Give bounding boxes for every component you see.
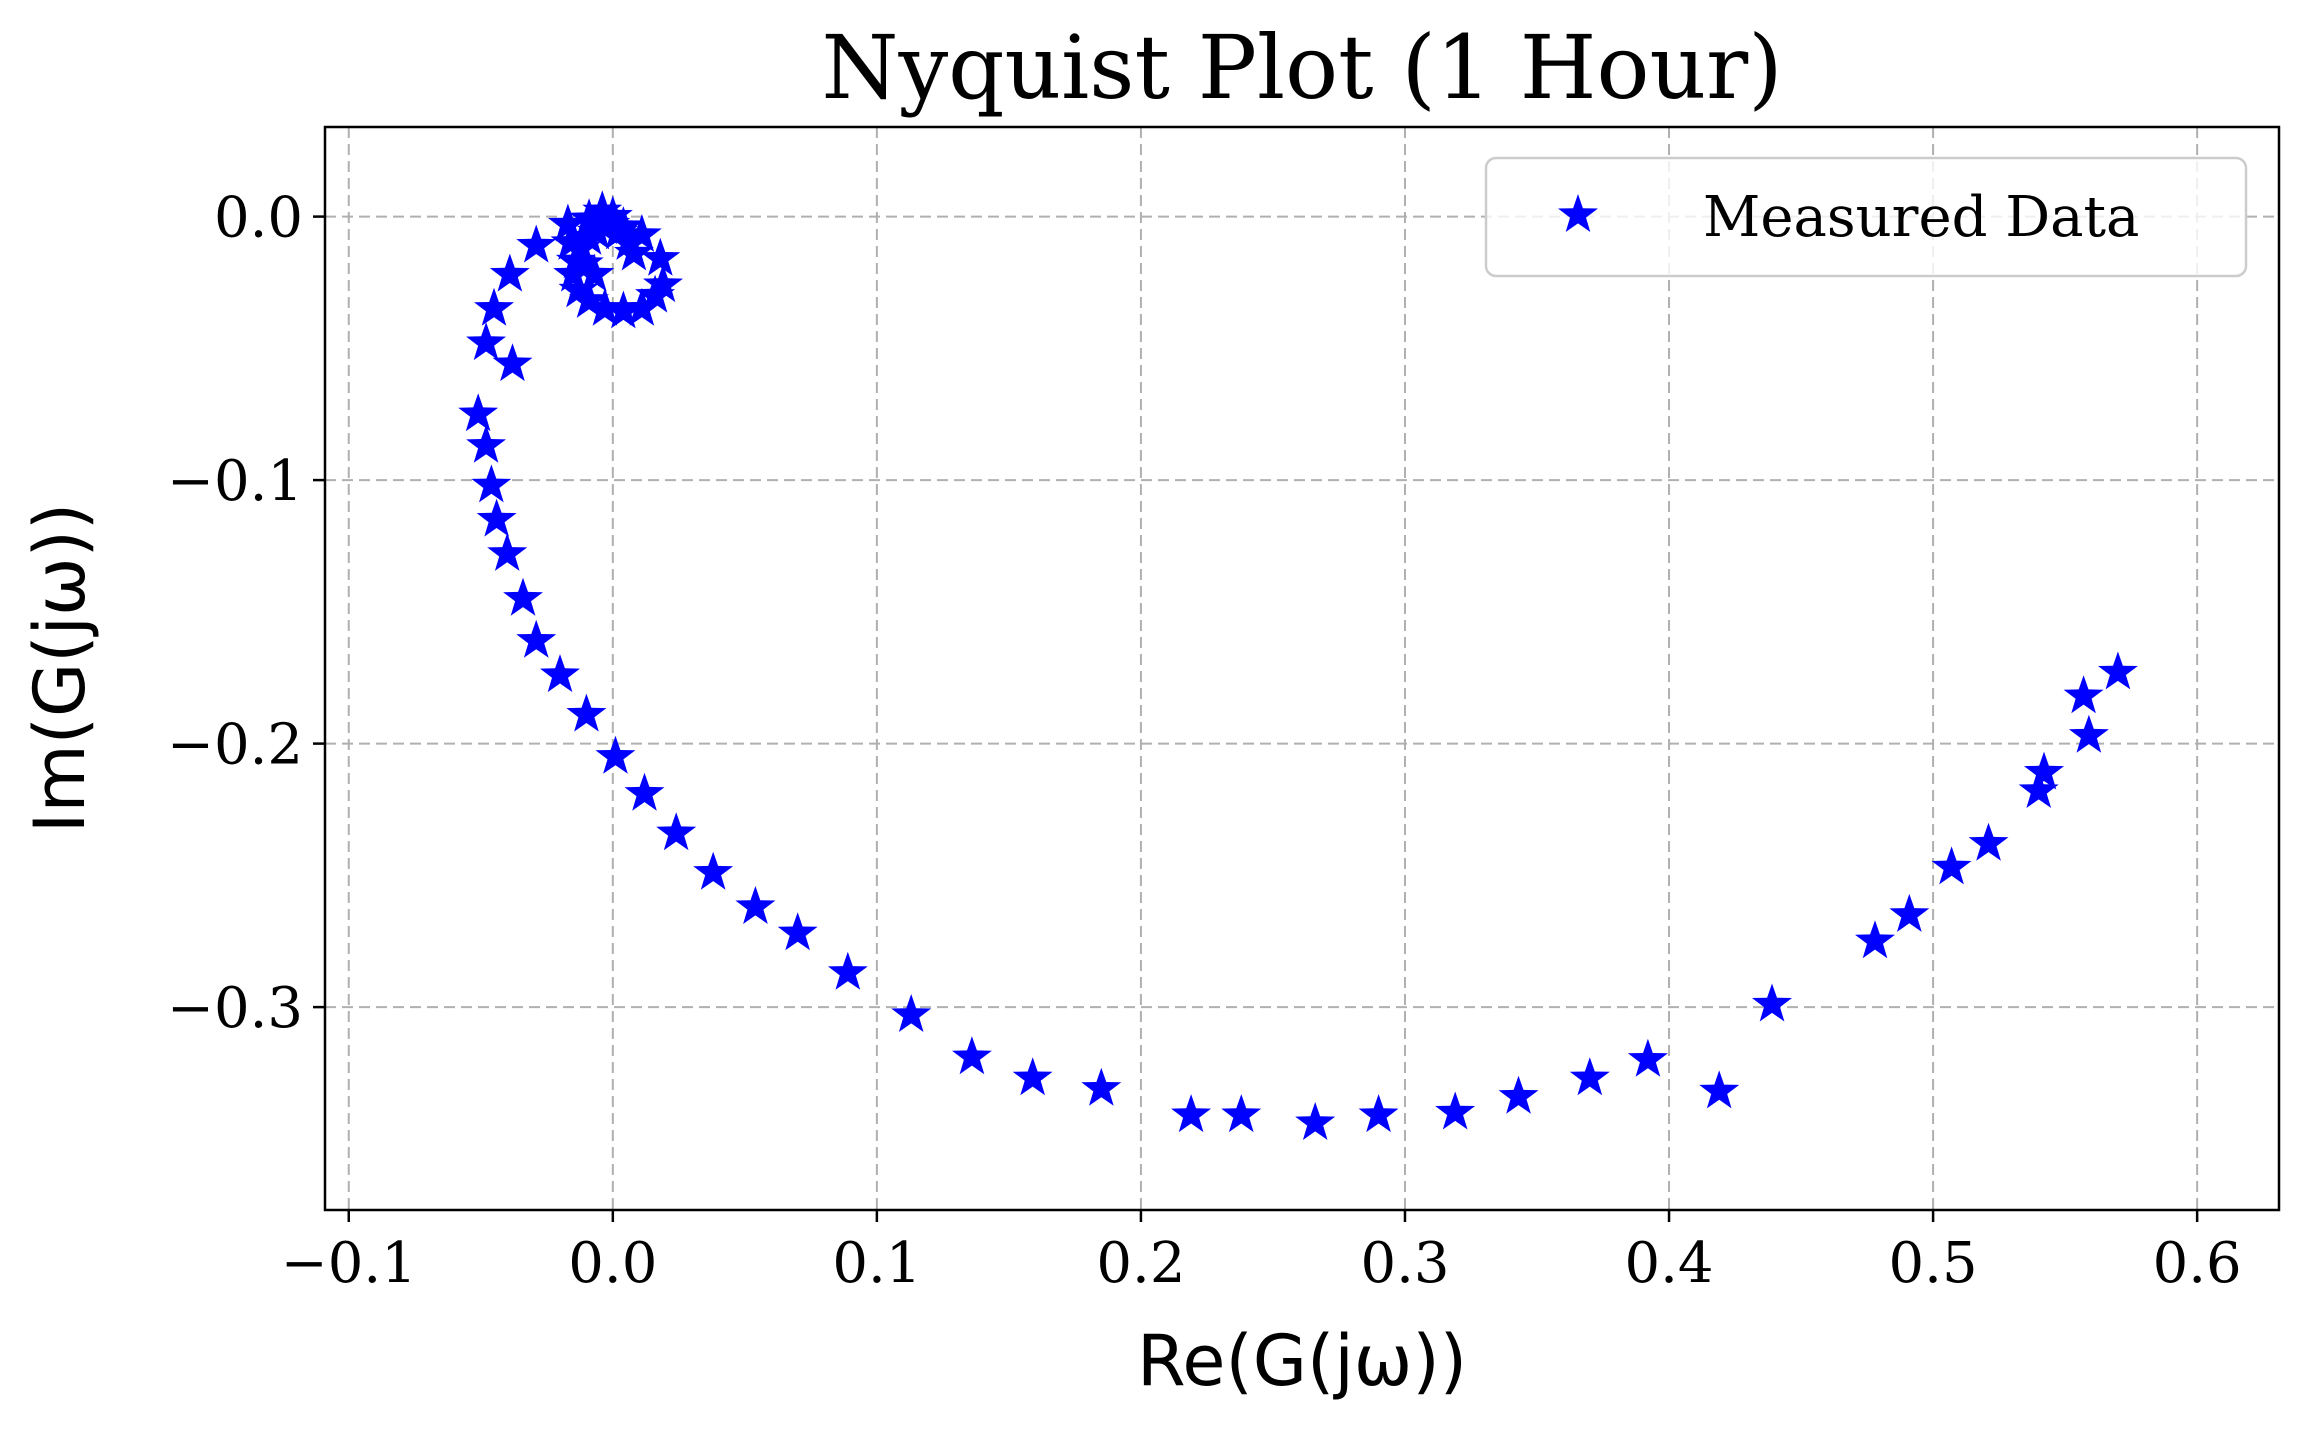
data-point-star	[598, 211, 639, 250]
data-point-star	[574, 253, 615, 292]
data-point-star	[563, 243, 604, 281]
data-point-star	[569, 279, 609, 318]
data-point-star	[735, 886, 776, 924]
data-point-star	[582, 190, 623, 229]
data-point-star	[827, 951, 868, 990]
data-point-star	[1627, 1038, 1668, 1077]
data-point-star	[1012, 1057, 1053, 1096]
data-point-star	[624, 772, 665, 811]
data-point-star	[603, 290, 644, 329]
data-point-star	[1498, 1075, 1539, 1114]
x-tick-label: 0.1	[832, 1231, 921, 1296]
x-tick-label: −0.1	[281, 1231, 417, 1296]
data-point-star	[466, 322, 506, 361]
data-point-star	[550, 221, 591, 260]
data-point-star	[643, 264, 683, 303]
data-point-star	[2018, 770, 2059, 808]
data-point-star	[621, 214, 662, 252]
data-point-star	[2098, 651, 2138, 690]
y-tick-label: 0.0	[214, 186, 303, 251]
data-point-star	[693, 851, 734, 890]
data-point-star	[1435, 1091, 1476, 1130]
data-point-star	[503, 577, 543, 616]
data-point-star	[656, 812, 697, 851]
data-point-star	[952, 1036, 992, 1075]
data-point-star	[1931, 846, 1972, 885]
data-point-star	[548, 203, 588, 242]
data-point-star	[471, 464, 512, 503]
legend: Measured Data	[1484, 156, 2248, 278]
y-axis-label: Im(G(jω))	[19, 503, 101, 833]
legend-label: Measured Data	[1703, 185, 2139, 250]
x-axis-label: Re(G(jω))	[1137, 1320, 1467, 1402]
data-point-star	[1295, 1102, 1336, 1140]
plot-frame	[323, 125, 2281, 1212]
x-tick-label: 0.0	[568, 1231, 657, 1296]
data-point-star	[566, 693, 607, 732]
x-tick-label: 0.5	[1889, 1231, 1978, 1296]
grid-lines	[325, 127, 2279, 1210]
data-point-star	[635, 274, 675, 313]
data-point-star	[540, 654, 580, 693]
data-point-star	[621, 287, 662, 326]
data-point-star	[1569, 1057, 1610, 1096]
data-point-star	[2063, 675, 2104, 714]
data-point-star	[1699, 1070, 1740, 1109]
data-point-star	[584, 287, 625, 326]
data-point-star	[777, 912, 818, 951]
y-tick-label: −0.3	[167, 976, 303, 1041]
x-tick-label: 0.2	[1096, 1231, 1185, 1296]
data-point-star	[1968, 822, 2009, 861]
data-point-star	[2024, 751, 2064, 790]
chart-title: Nyquist Plot (1 Hour)	[821, 16, 1782, 119]
data-point-star	[1889, 893, 1930, 932]
data-point-star	[474, 287, 514, 326]
legend-box	[1484, 156, 2248, 278]
data-point-star	[1171, 1094, 1212, 1133]
data-point-star	[492, 343, 533, 382]
data-point-star	[1752, 983, 1792, 1022]
data-points	[458, 190, 2138, 1140]
data-point-star	[458, 393, 499, 432]
data-point-star	[1855, 920, 1895, 959]
data-point-star	[1358, 1094, 1399, 1133]
data-point-star	[1221, 1094, 1262, 1133]
data-point-star	[558, 269, 599, 308]
data-point-star	[595, 735, 636, 774]
x-tick-label: 0.4	[1625, 1231, 1714, 1296]
axis-ticks: −0.1 0.0 0.1 0.2 0.3 0.4 0.5 0.6 0.0 −0.1 −0.2 −0.3	[167, 186, 2242, 1296]
data-point-star	[516, 619, 557, 658]
data-point-star	[608, 221, 649, 260]
data-point-star	[489, 253, 530, 292]
x-tick-label: 0.3	[1360, 1231, 1449, 1296]
data-point-star	[640, 237, 681, 276]
data-point-star	[1081, 1067, 1122, 1106]
data-point-star	[487, 532, 528, 571]
x-tick-label: 0.6	[2153, 1231, 2242, 1296]
data-point-star	[553, 253, 594, 292]
data-point-star	[466, 424, 506, 463]
data-point-star	[614, 232, 654, 271]
data-point-star	[891, 994, 932, 1032]
data-point-star	[590, 203, 631, 242]
data-point-star	[2068, 714, 2109, 753]
data-point-star	[603, 206, 644, 245]
y-tick-label: −0.2	[167, 713, 303, 778]
legend-star-icon	[1558, 194, 1598, 232]
y-tick-label: −0.1	[167, 449, 303, 514]
data-point-star	[516, 224, 557, 263]
data-point-star	[476, 498, 517, 537]
